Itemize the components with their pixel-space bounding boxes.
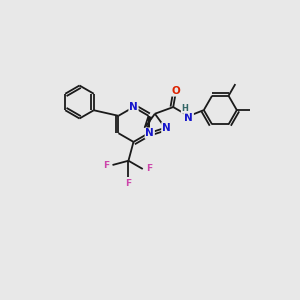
Text: N: N: [129, 102, 138, 112]
Text: N: N: [184, 112, 193, 123]
Text: N: N: [146, 128, 154, 138]
Text: F: F: [103, 160, 109, 169]
Text: F: F: [146, 164, 152, 173]
Text: N: N: [162, 123, 171, 133]
Text: H: H: [182, 104, 188, 113]
Text: F: F: [125, 179, 131, 188]
Text: O: O: [172, 86, 181, 96]
